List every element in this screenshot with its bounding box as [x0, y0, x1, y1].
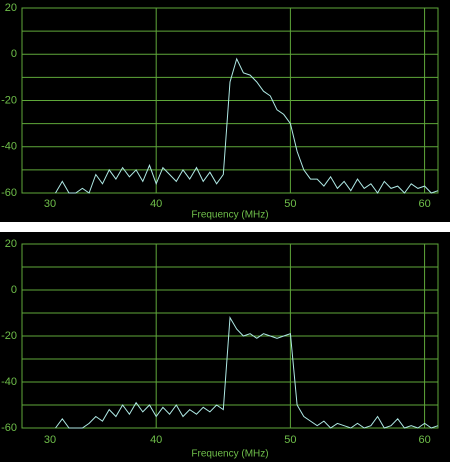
y-tick-label: -40	[1, 141, 17, 153]
x-tick-label: 30	[44, 434, 56, 446]
x-tick-label: 40	[150, 198, 162, 210]
spectrum-panel: 20 0 -20 -40 -60 30 40 50 60 Frequency (MHz)	[0, 232, 450, 462]
x-tick-label: 50	[284, 434, 296, 446]
x-tick-label: 30	[44, 198, 56, 210]
y-tick-label: 20	[5, 238, 17, 250]
x-axis-label: Frequency (MHz)	[191, 210, 268, 221]
plot-background	[0, 232, 450, 462]
x-tick-label: 60	[418, 198, 430, 210]
y-tick-label: -60	[1, 187, 17, 199]
y-tick-label: 0	[11, 284, 17, 296]
x-tick-label: 60	[418, 434, 430, 446]
y-tick-label: -20	[1, 94, 17, 106]
plot-background	[0, 0, 450, 222]
y-tick-label: -60	[1, 422, 17, 434]
y-tick-label: -20	[1, 330, 17, 342]
y-tick-label: 0	[11, 48, 17, 60]
spectrum-panel: 20 0 -20 -40 -60 30 40 50 60 Frequency (MHz)	[0, 0, 450, 222]
trace	[55, 57, 439, 194]
x-tick-label: 50	[284, 198, 296, 210]
x-tick-label: 40	[150, 434, 162, 446]
x-axis-label: Frequency (MHz)	[191, 449, 268, 460]
y-tick-label: -40	[1, 376, 17, 388]
y-tick-label: 20	[5, 2, 17, 14]
trace	[55, 315, 439, 429]
